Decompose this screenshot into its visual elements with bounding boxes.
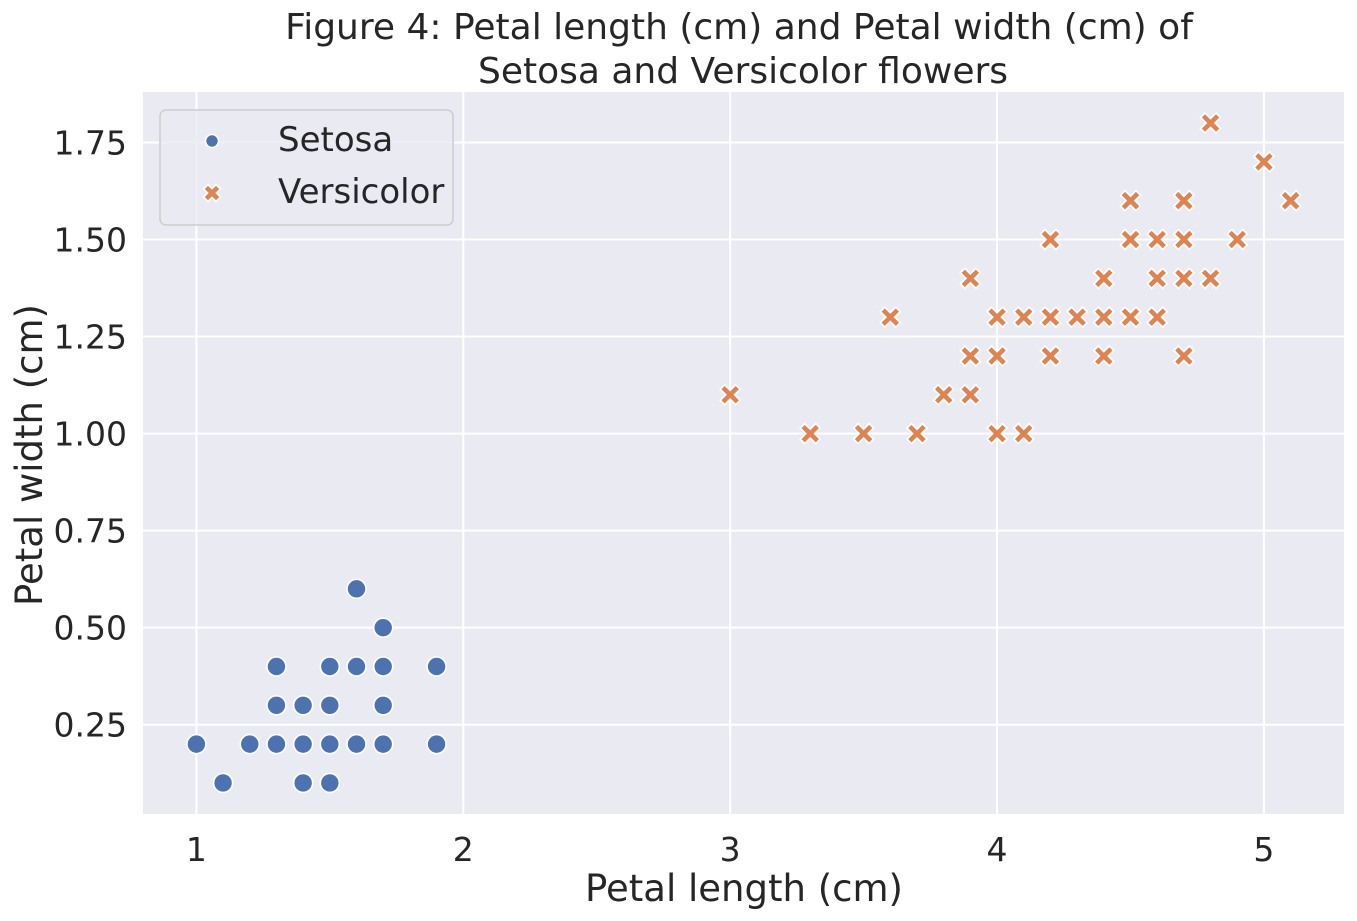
point-versicolor (1039, 228, 1062, 251)
legend-label-versicolor: Versicolor (278, 172, 444, 212)
point-setosa (346, 733, 367, 755)
grid-lines (143, 92, 1344, 814)
point-versicolor (959, 267, 982, 290)
point-versicolor (959, 383, 982, 406)
point-versicolor (1199, 111, 1222, 135)
data-points (186, 111, 1302, 794)
point-versicolor (1172, 344, 1196, 368)
point-versicolor (1172, 228, 1196, 251)
point-setosa (319, 695, 341, 716)
point-setosa (372, 656, 394, 677)
point-setosa (266, 695, 287, 716)
y-tick-label: 1.75 (54, 123, 127, 162)
y-tick-label: 1.50 (54, 221, 127, 260)
point-setosa (426, 656, 447, 677)
point-setosa (186, 733, 207, 755)
point-versicolor (852, 422, 875, 445)
point-versicolor (1039, 344, 1062, 368)
point-versicolor (985, 422, 1009, 445)
y-tick-label: 1.00 (54, 415, 127, 454)
point-setosa (212, 772, 234, 794)
point-setosa (346, 656, 367, 677)
chart-title-line-1: Figure 4: Petal length (cm) and Petal wi… (285, 7, 1194, 48)
y-axis-label: Petal width (cm) (8, 304, 51, 606)
point-setosa (319, 772, 341, 794)
point-versicolor (1092, 305, 1115, 329)
point-versicolor (1279, 189, 1302, 212)
chart-title-line-2: Setosa and Versicolor flowers (478, 51, 1008, 92)
legend-marker-setosa-shape (204, 133, 220, 149)
y-tick-label: 1.25 (54, 318, 127, 357)
point-versicolor (1119, 189, 1142, 212)
point-versicolor (1039, 305, 1062, 329)
point-setosa (239, 733, 261, 755)
point-versicolor (1172, 189, 1196, 212)
point-setosa (372, 617, 394, 638)
y-tick-label: 0.25 (54, 706, 127, 745)
point-versicolor (799, 422, 822, 445)
point-versicolor (1172, 267, 1196, 290)
point-versicolor (718, 383, 742, 406)
point-versicolor (1012, 422, 1035, 445)
x-tick-label: 1 (186, 830, 207, 869)
y-tick-label: 0.75 (54, 512, 127, 551)
legend-marker-versicolor-shape (202, 183, 222, 203)
point-versicolor (1065, 305, 1089, 329)
y-tick-label: 0.50 (54, 609, 127, 648)
x-tick-labels: 1 2 3 4 5 (186, 830, 1275, 869)
point-setosa (266, 733, 287, 755)
x-tick-label: 3 (720, 830, 741, 869)
point-setosa (426, 733, 447, 755)
point-versicolor (1092, 267, 1115, 290)
point-versicolor (1146, 267, 1169, 290)
point-setosa (346, 578, 367, 600)
point-setosa (292, 772, 314, 794)
point-setosa (266, 656, 287, 677)
point-setosa (292, 695, 314, 716)
point-versicolor (959, 344, 982, 368)
point-versicolor (1012, 305, 1035, 329)
point-versicolor (1252, 150, 1276, 174)
x-tick-label: 4 (987, 830, 1008, 869)
point-versicolor (1092, 344, 1115, 368)
point-versicolor (932, 383, 955, 406)
point-versicolor (1199, 267, 1222, 290)
y-tick-labels: 0.25 0.50 0.75 1.00 1.25 1.50 1.75 (54, 123, 127, 744)
point-versicolor (985, 305, 1009, 329)
legend-marker-setosa (204, 133, 220, 149)
point-versicolor (1146, 228, 1169, 251)
point-setosa (319, 656, 341, 677)
legend-label-setosa: Setosa (278, 120, 393, 160)
point-setosa (372, 695, 394, 716)
point-versicolor (1226, 228, 1249, 251)
legend-marker-versicolor (202, 183, 222, 203)
point-setosa (372, 733, 394, 755)
legend-box (159, 109, 454, 226)
point-versicolor (1119, 305, 1142, 329)
point-setosa (319, 733, 341, 755)
x-axis-label: Petal length (cm) (585, 867, 903, 910)
legend: Setosa Versicolor (159, 109, 454, 226)
x-tick-label: 5 (1253, 830, 1274, 869)
x-tick-label: 2 (453, 830, 474, 869)
point-versicolor (905, 422, 929, 445)
point-versicolor (879, 305, 902, 329)
point-setosa (292, 733, 314, 755)
point-versicolor (985, 344, 1009, 368)
point-versicolor (1119, 228, 1142, 251)
point-versicolor (1146, 305, 1169, 329)
